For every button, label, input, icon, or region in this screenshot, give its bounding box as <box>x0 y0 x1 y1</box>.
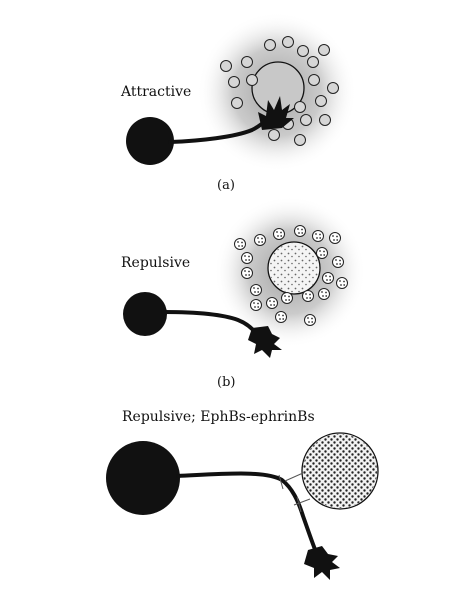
eph-label: Repulsive; EphBs-ephrinBs <box>122 409 315 425</box>
repulsive-neuron-body <box>123 292 167 336</box>
repulsive-vesicle <box>266 297 278 309</box>
panel-b: Repulsive (b) <box>121 196 366 390</box>
eph-neuron-body <box>106 441 180 515</box>
repulsive-vesicle <box>318 288 330 300</box>
repulsive-vesicle <box>281 292 293 304</box>
repulsive-vesicle <box>234 238 246 250</box>
repulsive-vesicle <box>275 311 287 323</box>
repulsive-vesicle <box>329 232 341 244</box>
repulsive-vesicle <box>316 247 328 259</box>
repulsive-vesicle <box>332 256 344 268</box>
repulsive-vesicles <box>234 225 348 326</box>
repulsive-vesicle <box>302 290 314 302</box>
attractive-neuron-body <box>126 117 174 165</box>
repulsive-vesicle <box>254 234 266 246</box>
repulsive-vesicle <box>312 230 324 242</box>
repulsive-target-texture <box>269 243 319 293</box>
eph-receptor-contacts <box>278 472 311 513</box>
repulsive-vesicle <box>273 228 285 240</box>
attractive-growth-cone <box>258 96 294 130</box>
repulsive-growth-cone <box>248 326 282 358</box>
repulsive-vesicle <box>250 299 262 311</box>
repulsive-vesicle <box>241 267 253 279</box>
eph-axon <box>176 471 318 554</box>
caption-b: (b) <box>217 375 235 390</box>
eph-target-texture <box>303 434 377 508</box>
attractive-vesicles <box>220 36 339 146</box>
repulsive-vesicle <box>336 277 348 289</box>
repulsive-label: Repulsive <box>121 255 190 271</box>
repulsive-vesicle <box>250 284 262 296</box>
panel-c: Repulsive; EphBs-ephrinBs <box>106 409 379 580</box>
attractive-label: Attractive <box>120 84 191 100</box>
panel-a: Attractive (a) <box>120 12 357 193</box>
repulsive-vesicle <box>322 272 334 284</box>
repulsive-vesicle <box>294 225 306 237</box>
repulsive-vesicle <box>304 314 316 326</box>
repulsive-vesicle <box>241 252 253 264</box>
caption-a: (a) <box>217 178 235 193</box>
eph-growth-cone <box>304 546 340 580</box>
